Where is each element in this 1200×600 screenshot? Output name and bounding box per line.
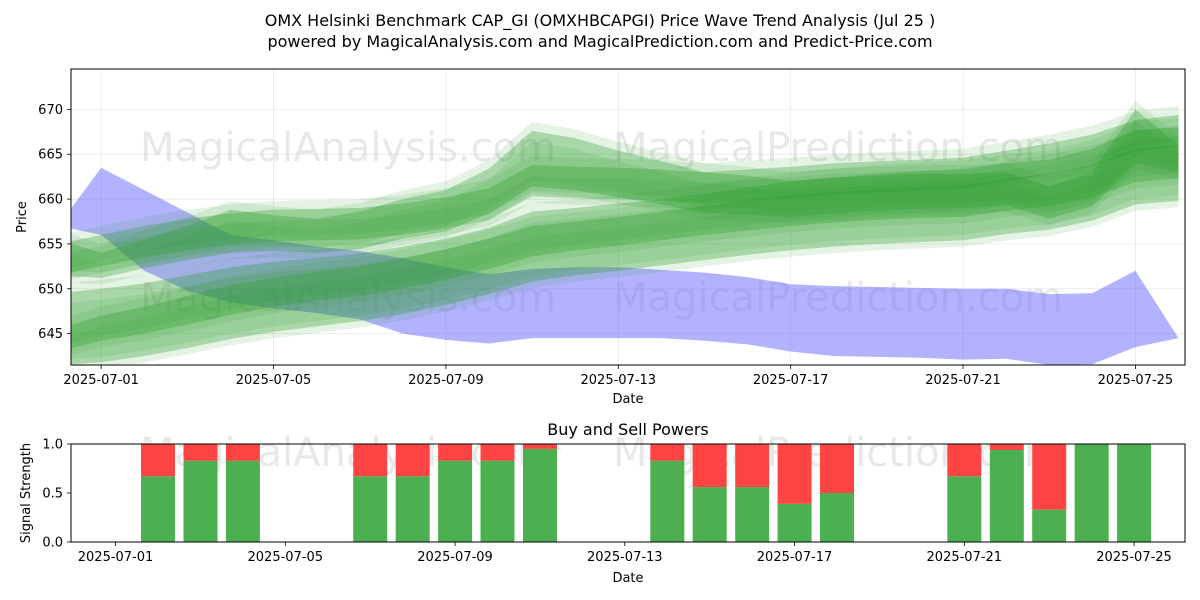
green-wave-echo-band [71, 120, 1179, 285]
watermark-top-right: MagicalPrediction.com [613, 125, 1063, 171]
signal-x-tick-label: 2025-07-09 [417, 550, 493, 565]
price-x-tick-label: 2025-07-09 [408, 373, 484, 388]
price-y-axis-label: Price [15, 201, 30, 233]
sell-power-bar [947, 444, 982, 477]
sell-power-bar [650, 444, 685, 461]
green-wave-echo-band [71, 105, 1179, 268]
price-y-tick-label: 660 [38, 193, 63, 208]
signal-x-tick-label: 2025-07-05 [248, 550, 324, 565]
sell-power-bar [735, 444, 770, 488]
buy-power-bar [1032, 509, 1067, 542]
green-wave-band [71, 109, 1179, 278]
sell-power-bar [523, 444, 557, 449]
green-wave-band [71, 127, 1179, 349]
buy-power-bar [777, 503, 812, 542]
price-y-tick-label: 645 [38, 327, 63, 342]
price-x-tick-label: 2025-07-17 [753, 373, 829, 388]
signal-y-ticks: 0.0 0.5 1.0 [42, 438, 71, 551]
price-y-tick-label: 655 [38, 237, 63, 252]
buy-power-bar [989, 449, 1024, 542]
green-wave-echo-band [71, 100, 1179, 273]
green-wave-echo-band [71, 118, 1179, 343]
chart-title: OMX Helsinki Benchmark CAP_GI (OMXHBCAPG… [265, 11, 936, 31]
signal-x-tick-label: 2025-07-25 [1096, 550, 1172, 565]
signal-x-ticks: 2025-07-01 2025-07-05 2025-07-09 2025-07-13… [78, 542, 1172, 565]
buy-power-bar [438, 460, 473, 542]
buy-power-bar [141, 476, 175, 542]
price-y-tick-label: 665 [38, 148, 63, 163]
signal-y-tick-label: 0.0 [42, 536, 63, 551]
price-x-tick-label: 2025-07-21 [925, 373, 1001, 388]
signal-x-axis-label: Date [612, 571, 643, 586]
blue-wave-band [71, 167, 1179, 365]
price-wave-bands [71, 100, 1179, 365]
green-wave-echo-band [71, 156, 1179, 365]
sell-power-bar [692, 444, 727, 488]
chart-subtitle: powered by MagicalAnalysis.com and Magic… [267, 32, 932, 51]
sell-power-bar [989, 444, 1024, 450]
green-wave-band [71, 145, 1179, 365]
price-panel: MagicalAnalysis.com MagicalPrediction.co… [15, 68, 1186, 407]
signal-x-tick-label: 2025-07-21 [927, 550, 1003, 565]
signal-panel: Buy and Sell Powers MagicalAnalysis.com … [19, 420, 1186, 586]
sell-power-bar [225, 444, 260, 461]
signal-bars [141, 444, 1152, 542]
price-x-tick-label: 2025-07-01 [63, 373, 139, 388]
buy-power-bar [735, 487, 770, 542]
sell-power-bar [777, 444, 812, 504]
green-wave-band [71, 114, 1179, 273]
price-y-tick-label: 650 [38, 282, 63, 297]
buy-power-bar [183, 460, 218, 542]
signal-y-tick-label: 0.5 [42, 487, 63, 502]
signal-y-tick-label: 1.0 [42, 438, 63, 453]
signal-x-tick-label: 2025-07-13 [587, 550, 663, 565]
price-x-tick-label: 2025-07-25 [1098, 373, 1174, 388]
buy-power-bar [947, 476, 982, 542]
sell-power-bar [395, 444, 430, 477]
watermark-top-left: MagicalAnalysis.com [140, 125, 556, 171]
signal-panel-title: Buy and Sell Powers [547, 420, 709, 439]
buy-power-bar [523, 448, 557, 542]
price-x-tick-label: 2025-07-13 [581, 373, 657, 388]
price-y-ticks: 645 650 655 660 665 670 [38, 103, 71, 342]
buy-power-bar [692, 487, 727, 542]
signal-x-tick-label: 2025-07-17 [757, 550, 833, 565]
signal-y-axis-label: Signal Strength [19, 443, 34, 543]
sell-power-bar [353, 444, 388, 477]
price-x-tick-label: 2025-07-05 [236, 373, 312, 388]
buy-power-bar [480, 460, 515, 542]
price-x-ticks: 2025-07-01 2025-07-05 2025-07-09 2025-07-13… [63, 365, 1173, 388]
price-y-tick-label: 670 [38, 103, 63, 118]
buy-power-bar [1074, 444, 1109, 542]
sell-power-bar [480, 444, 515, 461]
buy-power-bar [225, 460, 260, 542]
price-x-axis-label: Date [612, 392, 643, 407]
price-plot-frame [70, 68, 1186, 366]
sell-power-bar [438, 444, 473, 461]
buy-power-bar [1117, 444, 1152, 542]
sell-power-bar [183, 444, 218, 461]
green-wave-echo-band [71, 136, 1179, 359]
sell-power-bar [141, 444, 175, 477]
buy-power-bar [820, 493, 854, 542]
buy-power-bar [650, 460, 685, 542]
green-wave-echo-band [71, 138, 1179, 355]
green-wave-echo-band [71, 125, 1179, 280]
buy-power-bar [353, 476, 388, 542]
buy-power-bar [395, 476, 430, 542]
sell-power-bar [820, 444, 854, 493]
sell-power-bar [1032, 444, 1067, 510]
signal-x-tick-label: 2025-07-01 [78, 550, 154, 565]
